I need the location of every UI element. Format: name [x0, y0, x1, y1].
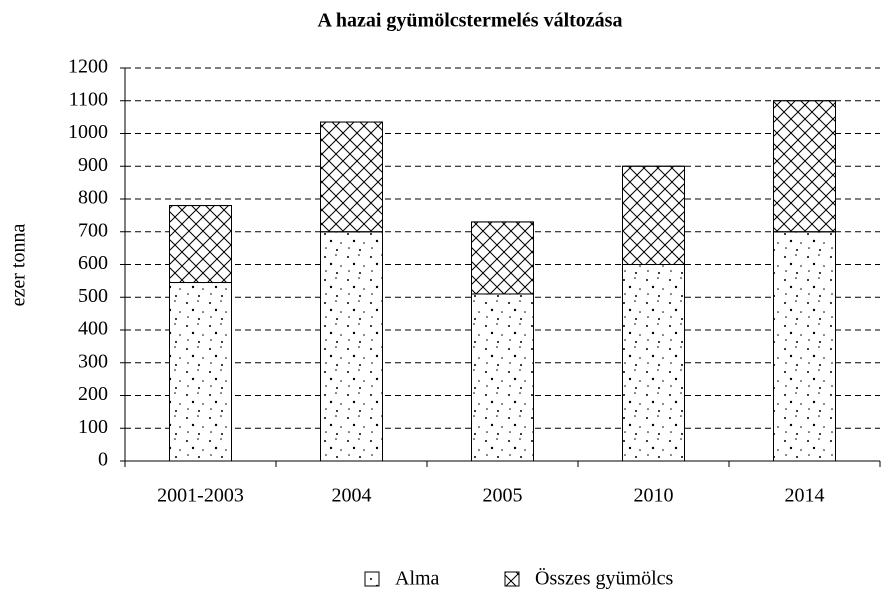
bar-pattern	[471, 293, 534, 462]
y-tick-label: 1200	[68, 56, 108, 78]
y-tick-label: 1000	[68, 121, 108, 143]
bar-pattern	[471, 221, 534, 295]
bar-pattern	[169, 282, 232, 462]
legend-swatch	[364, 571, 380, 587]
bar-pattern	[773, 100, 836, 233]
y-tick-label: 200	[78, 383, 108, 405]
y-tick-label: 900	[78, 154, 108, 176]
bar-pattern	[773, 231, 836, 462]
bar-pattern	[622, 165, 685, 265]
bar-pattern	[320, 121, 383, 233]
x-tick-label: 2010	[634, 485, 674, 507]
y-tick-label: 400	[78, 318, 108, 340]
y-tick-label: 800	[78, 187, 108, 209]
y-tick-label: 1100	[69, 88, 108, 110]
y-axis-label: ezer tonna	[8, 224, 30, 307]
y-tick-label: 100	[78, 416, 108, 438]
y-tick-label: 0	[98, 449, 108, 471]
legend-swatch	[504, 571, 520, 587]
bar-pattern	[622, 264, 685, 462]
legend-label: Alma	[395, 568, 440, 590]
y-tick-label: 700	[78, 219, 108, 241]
x-tick-label: 2001-2003	[157, 485, 244, 507]
x-tick-label: 2005	[483, 485, 523, 507]
chart-title: A hazai gyümölcstermelés változása	[318, 10, 623, 32]
y-tick-label: 500	[78, 285, 108, 307]
bar-pattern	[320, 231, 383, 462]
y-tick-label: 300	[78, 350, 108, 372]
y-tick-label: 600	[78, 252, 108, 274]
bar-pattern	[169, 205, 232, 284]
x-tick-label: 2004	[332, 485, 372, 507]
x-tick-label: 2014	[785, 485, 825, 507]
legend-label: Összes gyümölcs	[535, 567, 674, 590]
